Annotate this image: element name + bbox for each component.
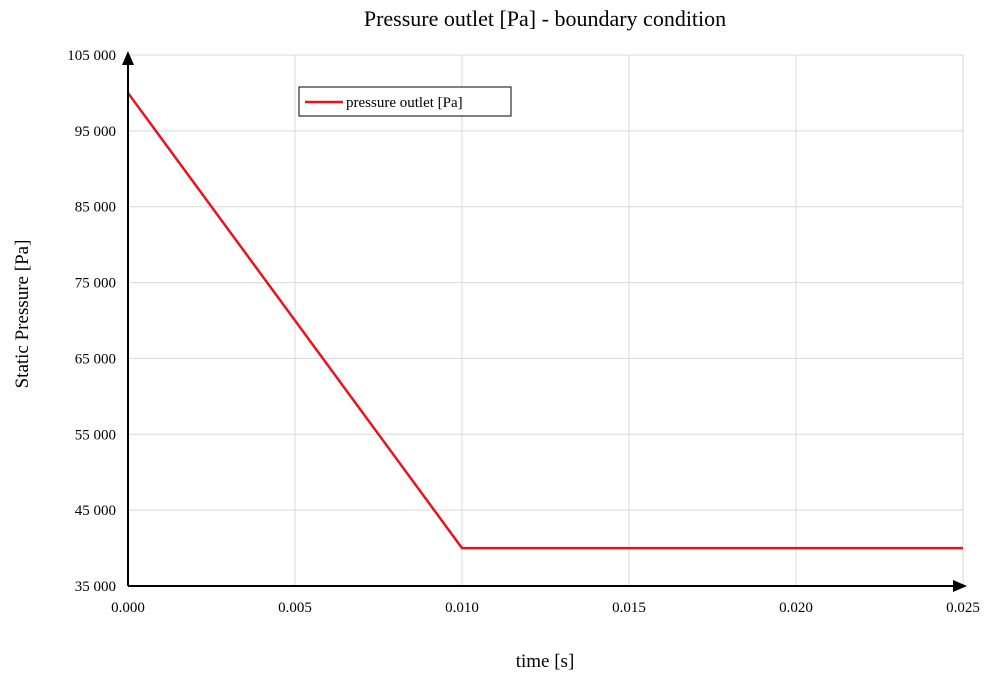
x-tick-labels: 0.000 0.005 0.010 0.015 0.020 0.025 [111,600,980,616]
x-tick-label: 0.020 [779,600,813,616]
x-tick-label: 0.025 [946,600,980,616]
x-axis-title: time [s] [516,651,575,672]
y-tick-label: 55 000 [75,427,116,443]
y-tick-label: 35 000 [75,579,116,595]
y-tick-label: 105 000 [67,48,116,64]
y-axis-arrow-icon [122,51,134,65]
grid [128,54,964,586]
y-tick-label: 65 000 [75,351,116,367]
x-tick-label: 0.015 [612,600,646,616]
axes [122,51,967,592]
series-layer [126,92,963,550]
x-tick-label: 0.005 [278,600,312,616]
legend: pressure outlet [Pa] [298,86,512,117]
chart-title: Pressure outlet [Pa] - boundary conditio… [364,6,726,31]
legend-label: pressure outlet [Pa] [346,95,463,111]
y-axis-title: Static Pressure [Pa] [12,240,33,389]
y-tick-label: 75 000 [75,276,116,292]
y-tick-label: 85 000 [75,200,116,216]
x-tick-label: 0.010 [445,600,479,616]
series-line [126,92,963,550]
x-axis-arrow-icon [953,580,967,592]
x-tick-label: 0.000 [111,600,145,616]
y-tick-label: 45 000 [75,503,116,519]
y-tick-label: 95 000 [75,124,116,140]
y-tick-labels: 35 000 45 000 55 000 65 000 75 000 85 000 95 0… [67,48,116,595]
